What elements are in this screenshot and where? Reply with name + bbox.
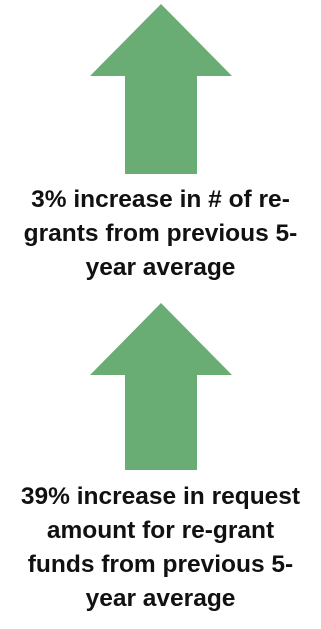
up-arrow-shape <box>90 303 232 470</box>
up-arrow-shape <box>90 4 232 174</box>
stat-caption-line: year average <box>85 254 236 281</box>
stat-caption-request-amount: 39% increase in request amount for re-gr… <box>0 480 321 616</box>
up-arrow-icon-graphic <box>90 4 232 174</box>
stat-caption-line: year average <box>85 585 236 612</box>
stat-caption-line: 39% increase in request <box>20 483 301 510</box>
stat-caption-regrants: 3% increase in # of re- grants from prev… <box>0 183 321 285</box>
up-arrow-icon <box>0 303 321 470</box>
up-arrow-icon-graphic <box>90 303 232 470</box>
stat-caption-line: 3% increase in # of re- <box>31 186 290 213</box>
stat-caption-line: grants from previous 5- <box>23 220 298 247</box>
up-arrow-icon <box>0 4 321 174</box>
stat-caption-line: funds from previous 5- <box>27 551 294 578</box>
stat-caption-line: amount for re-grant <box>46 517 275 544</box>
